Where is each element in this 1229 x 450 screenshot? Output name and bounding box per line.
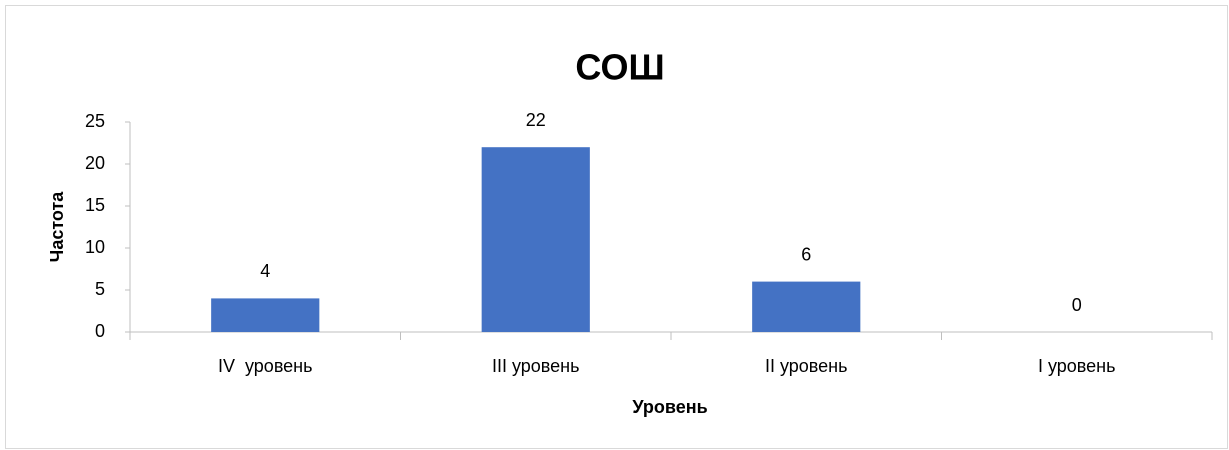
y-axis-title: Частота [47, 191, 67, 263]
x-tick-label: I уровень [1038, 356, 1116, 376]
data-label: 6 [801, 244, 811, 264]
chart-title: СОШ [575, 47, 664, 88]
y-tick-label: 0 [95, 321, 105, 341]
chart-frame [5, 5, 1228, 449]
x-tick-label: II уровень [765, 356, 848, 376]
bar [752, 281, 861, 332]
x-axis-title: Уровень [632, 397, 707, 417]
bar [211, 298, 320, 332]
y-tick-label: 15 [85, 195, 105, 215]
y-tick-label: 25 [85, 111, 105, 131]
x-tick-label: III уровень [492, 356, 580, 376]
y-tick-label: 20 [85, 153, 105, 173]
bar [481, 147, 590, 332]
data-label: 22 [526, 110, 546, 130]
y-tick-label: 5 [95, 279, 105, 299]
data-label: 0 [1072, 295, 1082, 315]
y-tick-label: 10 [85, 237, 105, 257]
data-label: 4 [260, 261, 270, 281]
x-tick-label: IV уровень [218, 356, 313, 376]
